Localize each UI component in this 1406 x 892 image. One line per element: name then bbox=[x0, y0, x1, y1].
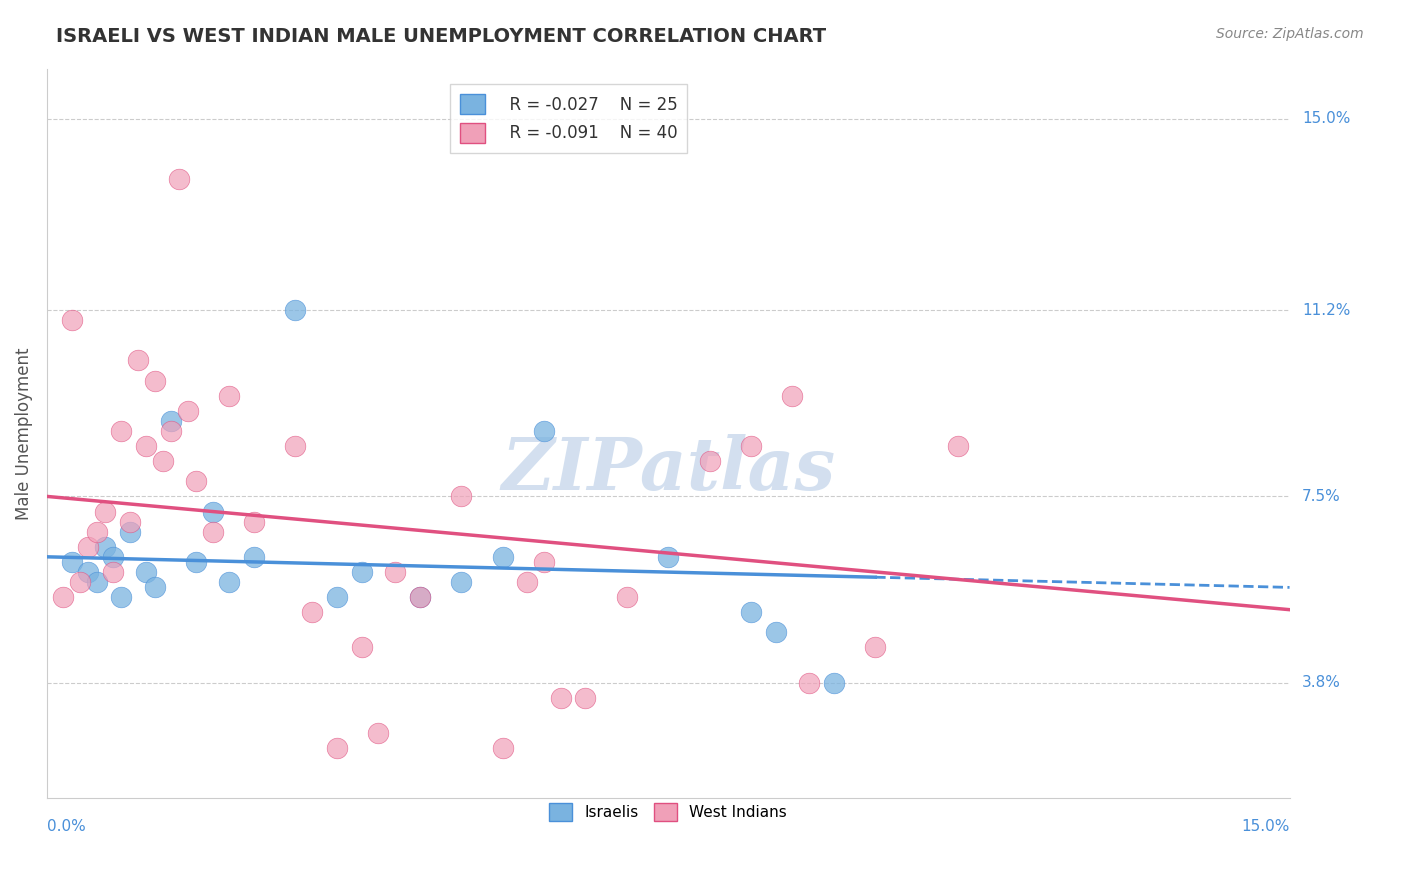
Point bbox=[367, 726, 389, 740]
Point bbox=[94, 504, 117, 518]
Point bbox=[69, 574, 91, 589]
Point bbox=[77, 565, 100, 579]
Point bbox=[127, 353, 149, 368]
Y-axis label: Male Unemployment: Male Unemployment bbox=[15, 347, 32, 520]
Point bbox=[516, 574, 538, 589]
Point bbox=[118, 515, 141, 529]
Text: Source: ZipAtlas.com: Source: ZipAtlas.com bbox=[1216, 27, 1364, 41]
Point bbox=[326, 590, 349, 604]
Point bbox=[491, 549, 513, 564]
Point bbox=[865, 640, 887, 655]
Point bbox=[169, 172, 191, 186]
Point bbox=[350, 565, 373, 579]
Point bbox=[574, 690, 596, 705]
Text: 7.5%: 7.5% bbox=[1302, 489, 1341, 504]
Legend: Israelis, West Indians: Israelis, West Indians bbox=[543, 797, 793, 827]
Point bbox=[384, 565, 406, 579]
Point bbox=[284, 303, 307, 318]
Point bbox=[699, 454, 721, 468]
Point bbox=[118, 524, 141, 539]
Point bbox=[550, 690, 572, 705]
Point bbox=[243, 549, 266, 564]
Point bbox=[143, 580, 166, 594]
Point bbox=[797, 675, 820, 690]
Point bbox=[101, 565, 124, 579]
Point bbox=[201, 524, 224, 539]
Point bbox=[301, 605, 323, 619]
Point bbox=[243, 515, 266, 529]
Point bbox=[450, 574, 472, 589]
Point bbox=[616, 590, 638, 604]
Point bbox=[177, 404, 200, 418]
Point bbox=[52, 590, 75, 604]
Point bbox=[135, 565, 157, 579]
Point bbox=[284, 439, 307, 453]
Point bbox=[740, 439, 762, 453]
Point bbox=[533, 424, 555, 438]
Point bbox=[765, 625, 787, 640]
Point bbox=[60, 313, 83, 327]
Point bbox=[184, 475, 207, 489]
Point bbox=[533, 555, 555, 569]
Point bbox=[152, 454, 174, 468]
Point bbox=[160, 414, 183, 428]
Point bbox=[782, 389, 804, 403]
Point bbox=[350, 640, 373, 655]
Point bbox=[77, 540, 100, 554]
Point bbox=[86, 574, 108, 589]
Text: 15.0%: 15.0% bbox=[1241, 819, 1289, 834]
Point bbox=[823, 675, 845, 690]
Point bbox=[184, 555, 207, 569]
Point bbox=[110, 590, 132, 604]
Point bbox=[740, 605, 762, 619]
Point bbox=[657, 549, 679, 564]
Point bbox=[143, 374, 166, 388]
Point bbox=[201, 504, 224, 518]
Point bbox=[408, 590, 430, 604]
Point bbox=[218, 389, 240, 403]
Point bbox=[946, 439, 969, 453]
Text: ZIPatlas: ZIPatlas bbox=[501, 434, 835, 506]
Point bbox=[60, 555, 83, 569]
Point bbox=[135, 439, 157, 453]
Point bbox=[86, 524, 108, 539]
Text: 15.0%: 15.0% bbox=[1302, 112, 1350, 127]
Point bbox=[491, 741, 513, 756]
Text: 3.8%: 3.8% bbox=[1302, 675, 1341, 690]
Point bbox=[101, 549, 124, 564]
Text: ISRAELI VS WEST INDIAN MALE UNEMPLOYMENT CORRELATION CHART: ISRAELI VS WEST INDIAN MALE UNEMPLOYMENT… bbox=[56, 27, 827, 45]
Point bbox=[326, 741, 349, 756]
Point bbox=[450, 490, 472, 504]
Point bbox=[218, 574, 240, 589]
Point bbox=[160, 424, 183, 438]
Point bbox=[110, 424, 132, 438]
Text: 0.0%: 0.0% bbox=[46, 819, 86, 834]
Point bbox=[408, 590, 430, 604]
Text: 11.2%: 11.2% bbox=[1302, 302, 1350, 318]
Point bbox=[94, 540, 117, 554]
